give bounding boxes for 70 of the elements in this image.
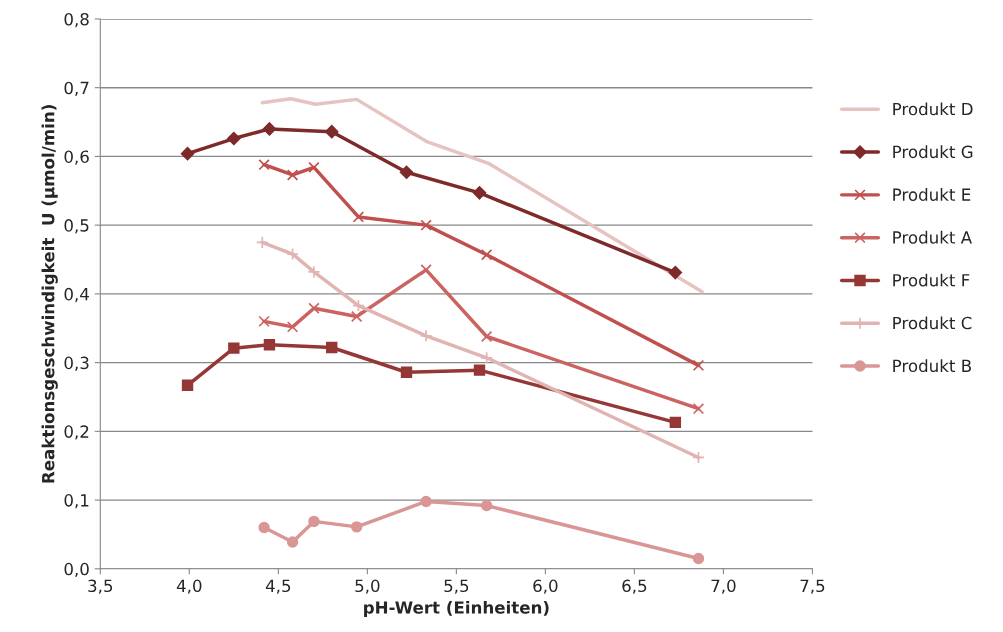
point [350,310,363,323]
point [227,131,241,146]
line-series [260,96,704,294]
y-tick-label: 0,1 [64,494,89,509]
point [400,366,413,378]
legend-label: Produkt F [893,273,970,287]
point [352,211,365,223]
point [308,161,320,174]
point [352,299,365,312]
point [228,342,240,354]
point [420,495,432,508]
point [480,249,493,261]
y-axis-title: Reaktionsgeschwindigkeit U (µmol/min) [41,105,58,483]
point [180,146,195,161]
x-axis-title: pH-Wert (Einheiten) [364,600,549,618]
point [420,219,432,231]
point [286,247,299,261]
point [263,339,276,351]
legend-label: Produkt E [893,188,971,201]
x-tick-label: 5,0 [355,579,380,594]
x-tick-label: 5,5 [444,579,469,594]
point [480,330,493,343]
x-tick-label: 7,0 [711,579,736,594]
y-tick-label: 0,7 [64,81,89,96]
point [307,265,321,279]
point [350,521,363,533]
point [326,341,338,354]
point [692,402,705,415]
point [399,165,414,179]
point [692,359,705,372]
point [692,451,705,464]
point [420,264,432,276]
point [668,265,683,280]
x-tick-label: 4,5 [265,579,291,594]
x-tick-label: 7,5 [800,579,825,594]
point [181,379,194,391]
legend-label: Produkt C [893,316,972,330]
point [286,321,299,333]
point [258,315,270,328]
point [480,499,493,512]
point [286,536,299,548]
point [255,235,269,249]
legend-label: Produkt D [893,102,973,116]
point [472,186,487,200]
point [258,521,270,534]
x-tick-label: 3,5 [88,579,113,594]
point [308,515,320,528]
y-tick-label: 0,5 [64,219,89,234]
y-tick-label: 0,3 [64,356,89,371]
point [692,552,705,565]
legend-label: Produkt A [893,230,972,244]
point [308,302,320,315]
point [480,351,494,365]
legend-label: Produkt G [893,145,973,159]
legend-label: Produkt B [893,359,971,373]
x-tick-label: 6,0 [533,579,558,594]
point [258,158,270,171]
y-tick-label: 0,2 [64,425,89,440]
x-tick-label: 6,5 [622,579,647,594]
y-tick-label: 0,6 [64,150,89,165]
y-tick-label: 0,0 [64,562,89,578]
point [419,329,433,343]
point [262,122,277,136]
point [473,364,486,376]
point [286,169,299,181]
y-tick-label: 0,8 [64,12,89,28]
x-tick-label: 4,0 [176,579,202,594]
point [669,416,682,429]
y-tick-label: 0,4 [64,287,89,303]
point [325,124,339,139]
